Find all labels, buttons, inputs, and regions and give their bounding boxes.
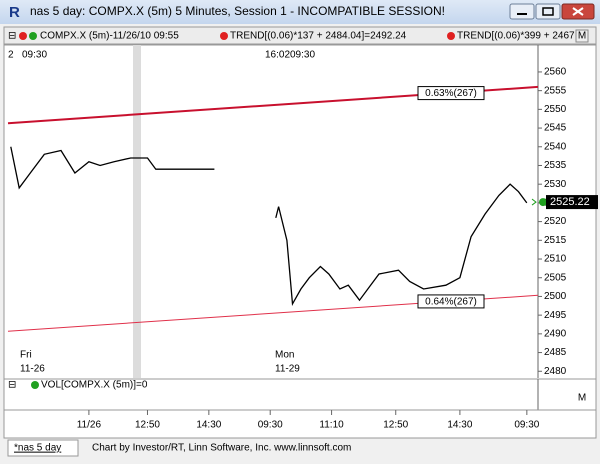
last-price-label: 2525.22 (550, 196, 590, 208)
annotation-box (417, 294, 485, 309)
time-axis (3, 409, 597, 439)
annotation: 0.63%(267) (425, 88, 477, 99)
app-icon: R (9, 4, 20, 21)
legend-collapse[interactable]: ⊟ (8, 380, 16, 391)
legend-dot (447, 32, 455, 40)
minimize-button[interactable] (509, 3, 535, 20)
y-tick-label: 2555 (544, 85, 567, 96)
legend-collapse[interactable]: ⊟ (8, 31, 16, 42)
day-label: 11-26 (20, 364, 45, 375)
top-label: 16:02 (265, 50, 290, 61)
legend-symbol[interactable]: COMPX.X (5m)-11/26/10 09:55 (40, 31, 179, 42)
day-label: Mon (275, 350, 294, 361)
title-bar (0, 0, 600, 24)
x-tick-label: 09:30 (258, 420, 283, 431)
y-tick-label: 2545 (544, 123, 567, 134)
legend-trend[interactable]: TREND[(0.06)*137 + 2484.04]=2492.24 (230, 31, 407, 42)
y-tick-label: 2520 (544, 216, 567, 227)
x-tick-label: 09:30 (514, 420, 539, 431)
y-tick-label: 2505 (544, 272, 567, 283)
y-tick-label: 2510 (544, 254, 567, 265)
top-label: 09:30 (290, 50, 315, 61)
footer (0, 440, 600, 464)
x-tick-label: 11:10 (319, 420, 344, 431)
panel-button[interactable] (575, 29, 589, 43)
last-price-dot (539, 198, 547, 207)
y-tick-label: 2495 (544, 310, 567, 321)
legend-dot (19, 32, 27, 40)
maximize-button[interactable] (535, 3, 561, 20)
day-label: 11-29 (275, 364, 300, 375)
y-tick-label: 2480 (544, 366, 567, 377)
top-label: 09:30 (22, 50, 47, 61)
tab-label[interactable]: *nas 5 day (14, 443, 61, 454)
x-tick-label: 14:30 (196, 420, 221, 431)
legend-dot (31, 381, 39, 389)
y-tick-label: 2535 (544, 160, 567, 171)
volume-label[interactable]: VOL[COMPX.X (5m)]=0 (41, 380, 148, 391)
y-tick-label: 2500 (544, 291, 567, 302)
annotation: 0.64%(267) (425, 297, 477, 308)
y-tick-label: 2490 (544, 328, 567, 339)
price-line (10, 146, 528, 307)
x-tick-label: 12:50 (135, 420, 160, 431)
tab[interactable] (7, 439, 79, 457)
last-price-box (546, 195, 598, 210)
panel-button-label[interactable]: M (578, 393, 586, 404)
session-band (133, 45, 141, 378)
top-label: 2 (8, 50, 14, 61)
annotation-box (417, 86, 485, 101)
y-tick-label: 2485 (544, 347, 567, 358)
legend-dot (220, 32, 228, 40)
x-tick-label: 12:50 (383, 420, 408, 431)
legend-dot (29, 32, 37, 40)
x-tick-label: 11/26 (77, 420, 102, 431)
y-tick-label: 2560 (544, 67, 567, 78)
y-tick-label: 2550 (544, 104, 567, 115)
volume-panel (3, 378, 597, 411)
window-title: nas 5 day: COMPX.X (5m) 5 Minutes, Sessi… (30, 4, 445, 18)
last-price-arrow (531, 198, 537, 206)
y-tick-label: 2515 (544, 235, 567, 246)
panel-button-label[interactable]: M (578, 31, 586, 42)
y-tick-label: 2540 (544, 141, 567, 152)
day-label: Fri (20, 350, 32, 361)
x-tick-label: 14:30 (447, 420, 472, 431)
credit: Chart by Investor/RT, Linn Software, Inc… (92, 443, 351, 454)
price-panel (3, 44, 597, 380)
y-tick-label: 2530 (544, 179, 567, 190)
legend-trend[interactable]: TREND[(0.06)*399 + 2467 (457, 31, 575, 42)
legend-row (3, 26, 597, 45)
